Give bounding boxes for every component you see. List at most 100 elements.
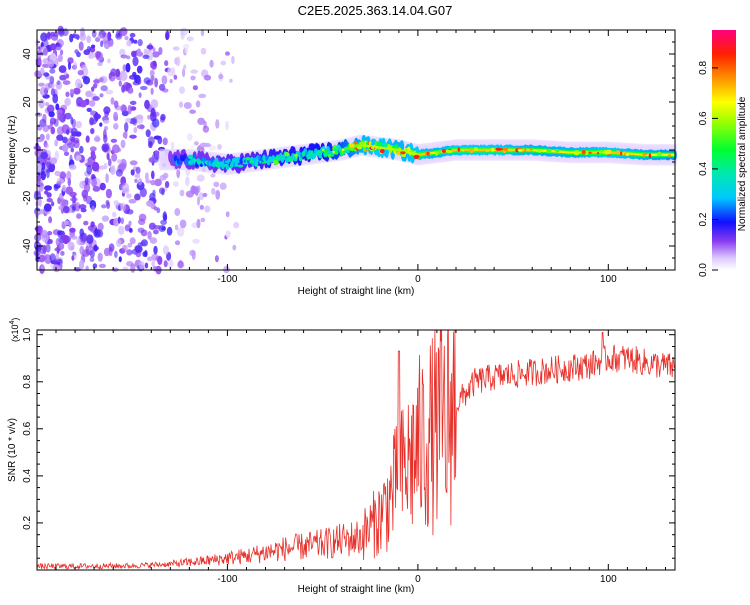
- noise-blob: [165, 32, 169, 41]
- ridge-speckle: [201, 157, 206, 162]
- noise-blob: [90, 221, 95, 228]
- ridge-speckle: [434, 151, 439, 156]
- noise-blob: [231, 55, 235, 65]
- noise-blob: [80, 208, 87, 213]
- noise-blob: [161, 75, 168, 85]
- noise-blob: [129, 100, 137, 105]
- ridge-speckle: [368, 141, 372, 146]
- ridge-speckle: [334, 150, 339, 155]
- noise-blob: [137, 78, 142, 85]
- noise-blob: [67, 57, 74, 64]
- ridge-speckle: [259, 160, 262, 164]
- noise-blob: [140, 241, 147, 246]
- noise-blob: [217, 144, 222, 150]
- noise-blob: [110, 97, 115, 105]
- noise-blob: [64, 112, 72, 120]
- noise-blob: [153, 225, 162, 230]
- noise-blob: [134, 245, 143, 253]
- noise-blob: [112, 144, 120, 154]
- noise-blob: [167, 67, 175, 77]
- noise-blob: [93, 244, 98, 252]
- noise-blob: [116, 238, 122, 248]
- noise-blob: [170, 141, 175, 150]
- noise-blob: [46, 168, 50, 179]
- noise-blob: [78, 204, 87, 210]
- noise-blob: [52, 93, 59, 104]
- noise-blob: [41, 229, 48, 239]
- noise-blob: [182, 68, 186, 78]
- ridge-speckle: [255, 159, 259, 163]
- noise-blob: [70, 147, 75, 153]
- noise-blob: [142, 251, 147, 257]
- noise-blob: [144, 99, 150, 110]
- noise-blob: [179, 86, 185, 94]
- ridge-speckle: [604, 149, 610, 155]
- noise-blob: [140, 85, 148, 91]
- noise-blob: [99, 93, 104, 98]
- noise-blob: [37, 51, 42, 62]
- noise-blob: [54, 139, 59, 147]
- spectrogram-xtick-label: 0: [415, 274, 421, 285]
- ridge-speckle: [648, 153, 652, 158]
- noise-blob: [120, 139, 126, 149]
- noise-blob: [215, 189, 221, 200]
- noise-blob: [142, 54, 150, 60]
- noise-blob: [108, 243, 115, 252]
- noise-blob: [79, 245, 85, 255]
- noise-blob: [47, 231, 53, 236]
- noise-blob: [65, 73, 70, 79]
- ridge-speckle: [461, 148, 465, 152]
- noise-blob: [69, 154, 73, 164]
- noise-blob: [45, 102, 50, 107]
- noise-blob: [91, 161, 100, 172]
- snr-xtick-label: -100: [217, 574, 237, 585]
- noise-blob: [60, 250, 65, 256]
- noise-blob: [129, 160, 138, 166]
- ridge-core: [312, 152, 317, 159]
- noise-blob: [50, 88, 56, 96]
- noise-blob: [97, 61, 103, 67]
- noise-blob: [63, 151, 70, 156]
- ridge-speckle: [223, 163, 229, 166]
- noise-blob: [38, 243, 42, 251]
- noise-blob: [79, 259, 85, 270]
- ridge-speckle: [188, 160, 192, 165]
- noise-blob: [46, 192, 52, 198]
- spectrogram-ytick-label: 20: [22, 96, 33, 108]
- noise-blob: [154, 77, 159, 88]
- noise-blob: [199, 204, 204, 210]
- noise-blob: [135, 166, 141, 175]
- ridge-speckle: [438, 149, 441, 155]
- noise-blob: [169, 79, 173, 84]
- noise-blob: [180, 27, 189, 36]
- noise-blob: [89, 146, 97, 152]
- noise-blob: [68, 164, 77, 170]
- noise-blob: [225, 51, 230, 56]
- noise-blob: [69, 33, 74, 43]
- noise-blob: [43, 72, 50, 77]
- noise-blob: [196, 218, 201, 229]
- noise-blob: [179, 219, 187, 229]
- noise-blob: [111, 153, 118, 162]
- noise-blob: [118, 225, 125, 235]
- noise-blob: [204, 205, 211, 213]
- noise-blob: [138, 178, 143, 186]
- noise-blob: [185, 190, 194, 198]
- noise-blob: [44, 83, 51, 91]
- noise-blob: [49, 68, 56, 74]
- noise-blob: [40, 32, 48, 42]
- noise-blob: [35, 137, 44, 143]
- ridge-speckle: [216, 161, 221, 167]
- colorbar-label: Normalized spectral amplitude: [737, 96, 748, 231]
- noise-blob: [67, 241, 75, 251]
- noise-blob: [200, 217, 206, 223]
- noise-blob: [48, 216, 53, 224]
- noise-blob: [56, 181, 62, 186]
- noise-blob: [164, 181, 170, 188]
- noise-blob: [132, 116, 138, 126]
- noise-blob: [73, 61, 77, 70]
- noise-blob: [120, 217, 124, 225]
- noise-blob: [99, 122, 103, 127]
- ridge-speckle: [273, 160, 279, 165]
